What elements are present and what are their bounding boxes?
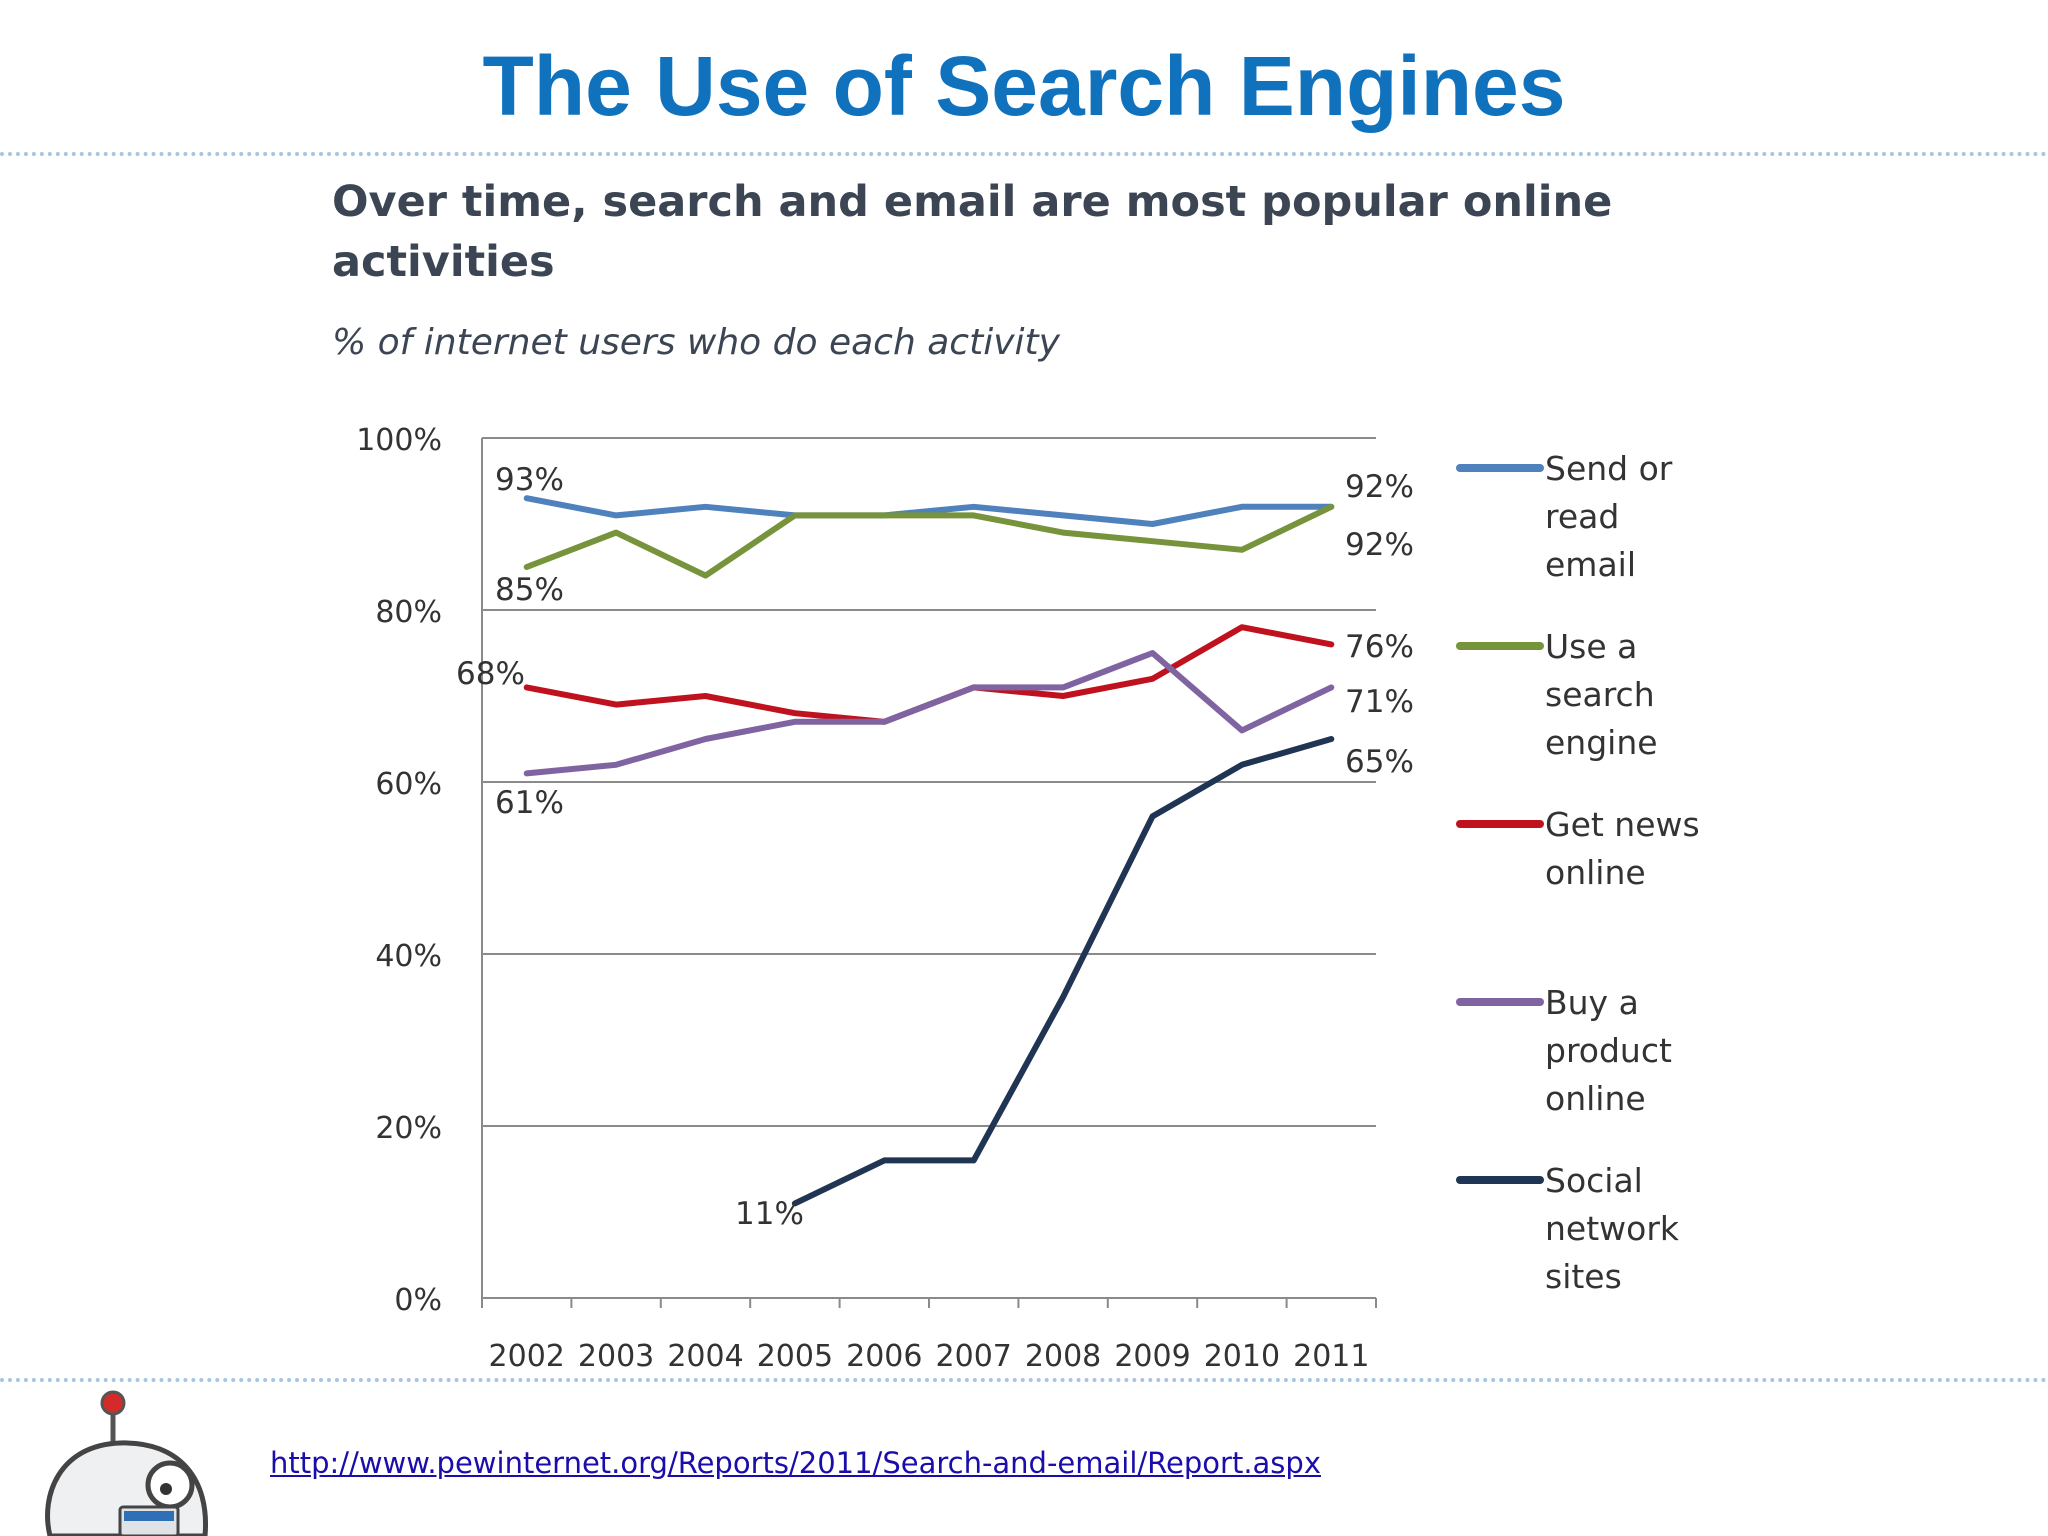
top-divider: [0, 152, 2048, 156]
data-label: 76%: [1345, 629, 1414, 665]
legend-label: Send or: [1545, 449, 1673, 488]
legend-label: product: [1545, 1031, 1672, 1070]
legend-label: online: [1545, 1079, 1646, 1118]
y-tick-label: 0%: [394, 1283, 442, 1318]
data-label: 68%: [456, 656, 525, 692]
x-tick-label: 2004: [667, 1339, 743, 1374]
legend-label: search: [1545, 675, 1655, 714]
legend-label: network: [1545, 1209, 1680, 1248]
x-tick-label: 2003: [578, 1339, 654, 1374]
y-tick-label: 80%: [375, 595, 442, 630]
legend-label: engine: [1545, 723, 1658, 762]
x-tick-label: 2010: [1204, 1339, 1280, 1374]
legend-label: Use a: [1545, 627, 1637, 666]
legend-label: email: [1545, 545, 1636, 584]
slide-title: The Use of Search Engines: [482, 39, 1566, 133]
data-label: 65%: [1345, 744, 1414, 780]
data-label: 61%: [495, 785, 564, 821]
legend-label: Buy a: [1545, 983, 1639, 1022]
data-label: 71%: [1345, 684, 1414, 720]
x-tick-label: 2007: [936, 1339, 1012, 1374]
x-tick-label: 2011: [1293, 1339, 1369, 1374]
data-label: 92%: [1345, 527, 1414, 563]
series-line: [791, 736, 1335, 1207]
robot-mascot-icon: [45, 1390, 209, 1536]
y-tick-label: 40%: [375, 939, 442, 974]
x-tick-label: 2006: [846, 1339, 922, 1374]
x-tick-label: 2005: [757, 1339, 833, 1374]
x-tick-label: 2008: [1025, 1339, 1101, 1374]
series-line: [523, 650, 1335, 777]
legend-label: Social: [1545, 1161, 1643, 1200]
legend-label: online: [1545, 853, 1646, 892]
bottom-divider: [0, 1378, 2048, 1382]
legend-label: read: [1545, 497, 1619, 536]
chart-title: Over time, search and email are most pop…: [332, 177, 1613, 287]
data-label: 85%: [495, 572, 564, 608]
legend-label: Get news: [1545, 805, 1700, 844]
source-link[interactable]: http://www.pewinternet.org/Reports/2011/…: [270, 1446, 1321, 1480]
x-tick-label: 2009: [1114, 1339, 1190, 1374]
x-tick-label: 2002: [489, 1339, 565, 1374]
y-tick-label: 100%: [356, 423, 442, 458]
chart-subtitle: % of internet users who do each activity: [332, 322, 1060, 363]
data-label: 92%: [1345, 469, 1414, 505]
legend-label: sites: [1545, 1257, 1622, 1296]
series-line: [523, 495, 1335, 527]
data-label: 11%: [735, 1196, 804, 1232]
y-tick-label: 60%: [375, 767, 442, 802]
series-line: [523, 503, 1335, 579]
data-label: 93%: [495, 462, 564, 498]
y-tick-label: 20%: [375, 1111, 442, 1146]
